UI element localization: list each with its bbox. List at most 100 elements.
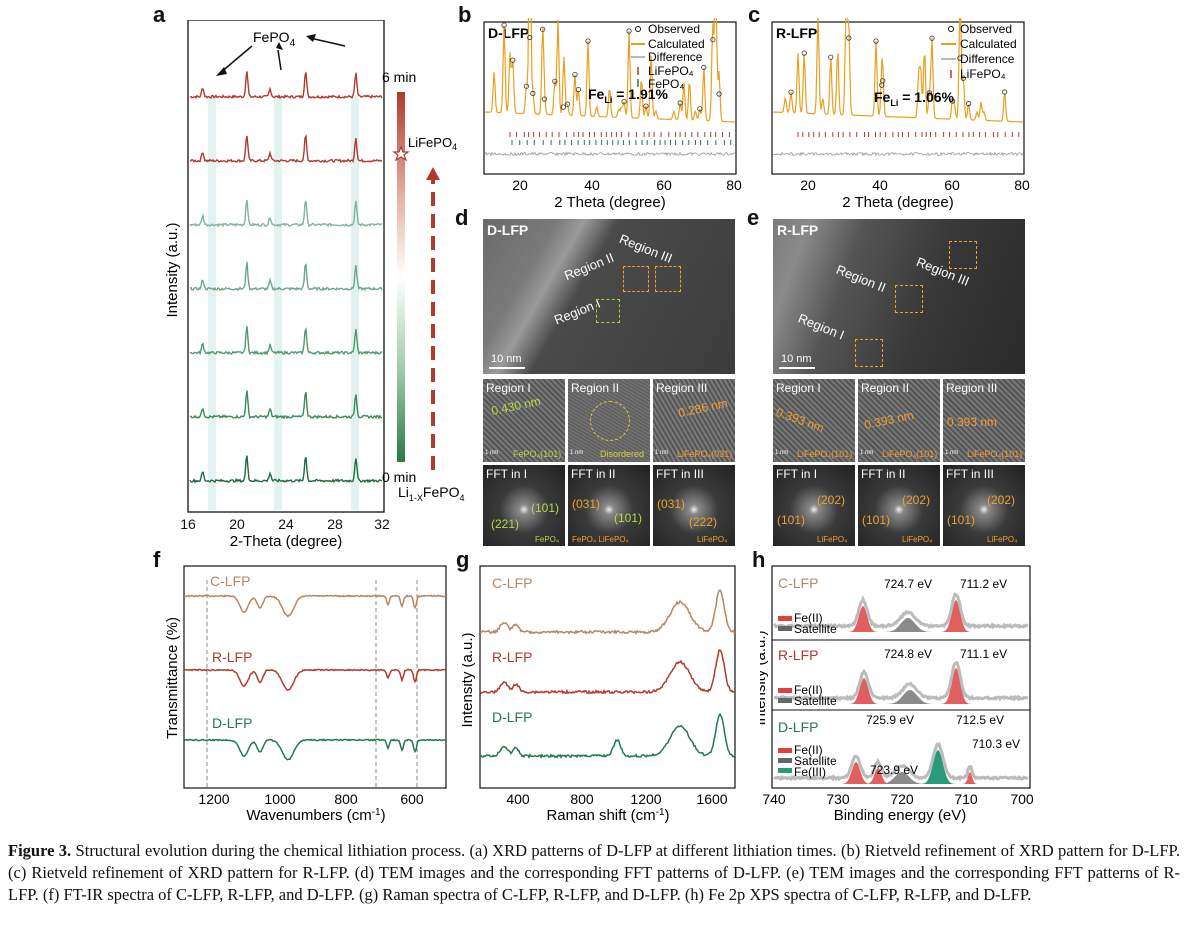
e-hr-scale: 1 nm [860,450,874,456]
e-region-box [855,339,883,367]
xps-component [917,750,959,784]
e-fft-title: FFT in II [861,467,906,481]
d-region-box [623,266,649,292]
h-xtick: 730 [826,791,850,807]
ftir-series-0 [183,594,447,618]
d-hr-spacing: 0.430 nm [490,393,542,419]
d-hr-phase: LiFePO₄(031) [677,449,733,459]
lifepo4-ticks [797,132,1020,137]
b-title: D-LFP [488,25,529,41]
d-fft-phase: LiFePO₄ [697,535,728,544]
observed-marker [677,100,683,106]
observed-marker [564,101,571,107]
d-tem-image: D-LFP Region III Region II Region I 10 n… [483,219,735,374]
g-xtick: 800 [570,791,594,807]
e-hr-spacing: 0.393 nm [774,404,826,436]
e-fft-spot: (202) [987,493,1016,507]
figure-caption: Figure 3. Structural evolution during th… [8,840,1180,906]
observed-marker [801,50,807,56]
legend-label: LiFePO₄ [648,64,694,78]
legend-label: Satellite [794,694,837,708]
observed-marker [965,100,972,107]
d-fft-spot: (031) [572,497,601,511]
arrow-head [216,67,227,76]
a-xtick: 16 [180,516,196,532]
d-region-circle [590,401,630,441]
xrd-series-4 [189,326,383,356]
xps-component [961,772,979,784]
legend-label: FePO₄ [648,77,684,91]
a-fepo-label: FePO4 [253,29,296,49]
legend-label: Calculated [648,37,705,51]
h-peak-label: 710.3 eV [972,737,1020,751]
observed-marker [621,99,627,105]
d-fft-1: FFT in I (101) (221) FePO₄ [483,465,565,546]
legend-marker [948,26,954,32]
scale-bar [489,367,525,369]
e-hr-phase: LiFePO₄(101) [967,449,1023,459]
d-hr-scale: 1 nm [655,450,669,456]
e-hr-spacing: 0.393 nm [947,415,998,429]
d-fft-phase: FePO₄ [535,535,560,544]
observed-marker [560,104,566,110]
xps-envelope-0 [773,592,1029,630]
d-fft-3: FFT in III (031) (222) LiFePO₄ [653,465,735,546]
e-fft-spot: (101) [862,513,891,527]
observed-marker [929,35,935,41]
e-hr-3: Region III 0.393 nm 1 nm LiFePO₄(101) [943,379,1025,462]
f-series-label: C-LFP [210,573,250,589]
f-ylabel: Transmittance (%) [164,617,181,739]
xps-envelope-1 [774,661,1029,702]
e-tem-title: R-LFP [777,222,819,238]
e-fft-spot: (101) [777,513,806,527]
c-xlabel: 2 Theta (degree) [842,194,953,211]
legend-marker [635,26,641,32]
panel-f-chart: C-LFP R-LFP D-LFP 1200 1000 800 600 Wave… [164,565,447,824]
d-hr-phase: Disordered [600,449,645,459]
c-xtick: 40 [872,177,888,193]
xrd-series-1 [189,134,383,164]
d-fft-spot: (222) [689,515,718,529]
d-hr-scale: 1 nm [485,450,499,456]
observed-marker [552,78,558,84]
h-peak-label: 711.1 eV [960,647,1007,661]
d-fft-title: FFT in I [486,467,528,481]
difference-line [484,151,735,157]
b-xlabel: 2 Theta (degree) [554,194,665,211]
d-region-label: Region I [551,295,603,328]
e-hr-title: Region II [861,381,910,395]
g-xlabel: Raman shift (cm-1) [546,807,669,824]
h-series-label: D-LFP [778,719,818,735]
observed-marker [846,35,852,41]
legend-label: Fe(II) [794,743,823,757]
bar-top-label: 6 min [382,69,416,85]
observed-marker [523,83,530,89]
h-legend: Fe(II) Satellite Fe(II) Satellite Fe(II)… [778,611,837,779]
xps-component [872,772,932,784]
d-hr-title: Region III [656,381,708,395]
observed-marker [626,28,632,34]
raman-series-1 [479,649,736,695]
observed-marker [828,54,834,60]
c-fe-annotation: FeLi = 1.06% [874,89,955,108]
f-xtick: 800 [334,791,358,807]
e-tem-image: R-LFP Region III Region II Region I 10 n… [773,219,1025,374]
band-1 [208,95,216,510]
panel-c-letter: c [748,2,761,27]
e-fft-title: FFT in III [946,467,994,481]
observed-marker [788,89,794,95]
d-region-box [655,266,681,292]
e-fft-spot: (202) [902,493,931,507]
observed-marker [585,38,591,44]
f-frame [183,565,447,789]
legend-label: Satellite [794,754,837,768]
legend-label: Satellite [794,622,837,636]
e-hr-title: Region III [946,381,998,395]
legend-swatch [778,616,792,621]
c-legend: Observed Calculated Difference LiFePO₄ [941,22,1017,81]
h-peak-label: 724.8 eV [884,647,932,661]
f-xtick: 600 [400,791,424,807]
b-legend: Observed Calculated Difference LiFePO₄ F… [631,22,705,91]
e-region-label: Region I [795,310,847,343]
g-series-group [479,588,736,760]
